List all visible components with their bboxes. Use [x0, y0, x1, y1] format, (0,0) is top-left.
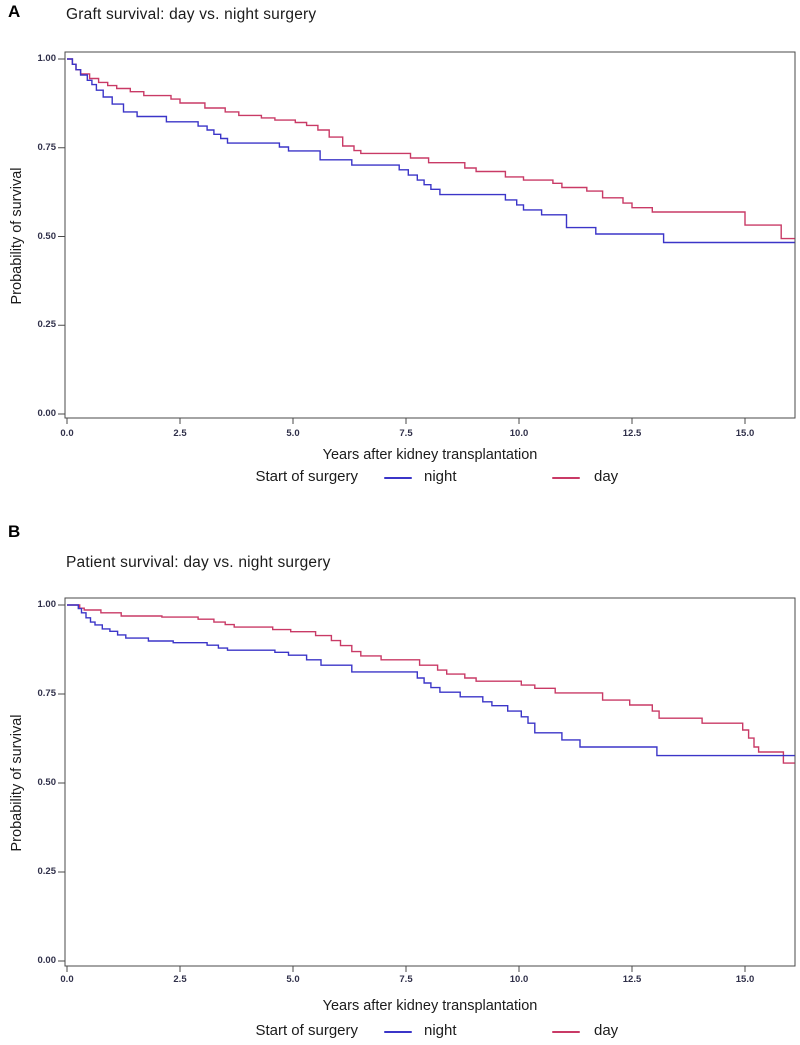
- plot-frame: [64, 51, 796, 419]
- legend-day-line: [552, 477, 580, 479]
- x-tick-label: 15.0: [735, 428, 755, 439]
- y-tick-label: 0.25: [37, 866, 57, 877]
- x-tick-label: 2.5: [173, 974, 187, 985]
- x-tick-label: 0.0: [60, 428, 74, 439]
- x-tick-label: 7.5: [399, 974, 413, 985]
- y-tick-label: 0.50: [37, 230, 57, 242]
- figure-panel-b: B Patient survival: day vs. night surger…: [0, 522, 800, 1045]
- panel-letter-a: A: [8, 2, 21, 21]
- y-tick-label: 0.25: [37, 319, 57, 331]
- y-tick-label: 0.75: [37, 688, 57, 699]
- figure-panel-a: A Graft survival: day vs. night surgery …: [0, 0, 800, 522]
- legend-day-label: day: [594, 468, 619, 485]
- y-tick-label: 0.75: [37, 141, 57, 153]
- curve-day: [67, 58, 795, 240]
- legend-night-label: night: [424, 1022, 457, 1039]
- x-tick-label: 5.0: [286, 428, 300, 439]
- panel-a-title: Graft survival: day vs. night surgery: [66, 6, 317, 23]
- y-tick-label: 0.00: [37, 408, 57, 419]
- graft-survival-plot: [58, 51, 796, 424]
- x-tick-label: 10.0: [509, 974, 529, 985]
- x-axis-label: Years after kidney transplantation: [322, 447, 538, 463]
- legend-night-label: night: [424, 468, 457, 485]
- panel-b-title: Patient survival: day vs. night surgery: [66, 554, 331, 571]
- curve-night: [67, 58, 795, 244]
- legend-night-line: [384, 1031, 412, 1033]
- legend-title: Start of surgery: [255, 468, 358, 485]
- y-tick-label: 1.00: [37, 599, 57, 610]
- panel-letter-b: B: [8, 522, 21, 541]
- x-tick-label: 12.5: [622, 974, 642, 985]
- x-tick-label: 5.0: [286, 974, 300, 985]
- legend-day-label: day: [594, 1022, 619, 1039]
- plot-frame: [64, 597, 796, 967]
- x-tick-label: 2.5: [173, 428, 187, 439]
- y-tick-label: 0.00: [37, 955, 57, 966]
- x-tick-label: 10.0: [509, 428, 529, 439]
- curve-day: [67, 604, 795, 764]
- x-tick-label: 15.0: [735, 974, 755, 985]
- x-tick-label: 0.0: [60, 974, 74, 985]
- x-tick-label: 12.5: [622, 428, 642, 439]
- x-axis-label: Years after kidney transplantation: [322, 998, 538, 1014]
- x-tick-label: 7.5: [399, 428, 413, 439]
- y-tick-label: 1.00: [37, 53, 57, 64]
- patient-survival-plot: [58, 597, 796, 972]
- legend-title: Start of surgery: [255, 1022, 358, 1039]
- curve-night: [67, 604, 795, 757]
- legend-day-line: [552, 1031, 580, 1033]
- legend-night-line: [384, 477, 412, 479]
- y-tick-label: 0.50: [37, 777, 57, 788]
